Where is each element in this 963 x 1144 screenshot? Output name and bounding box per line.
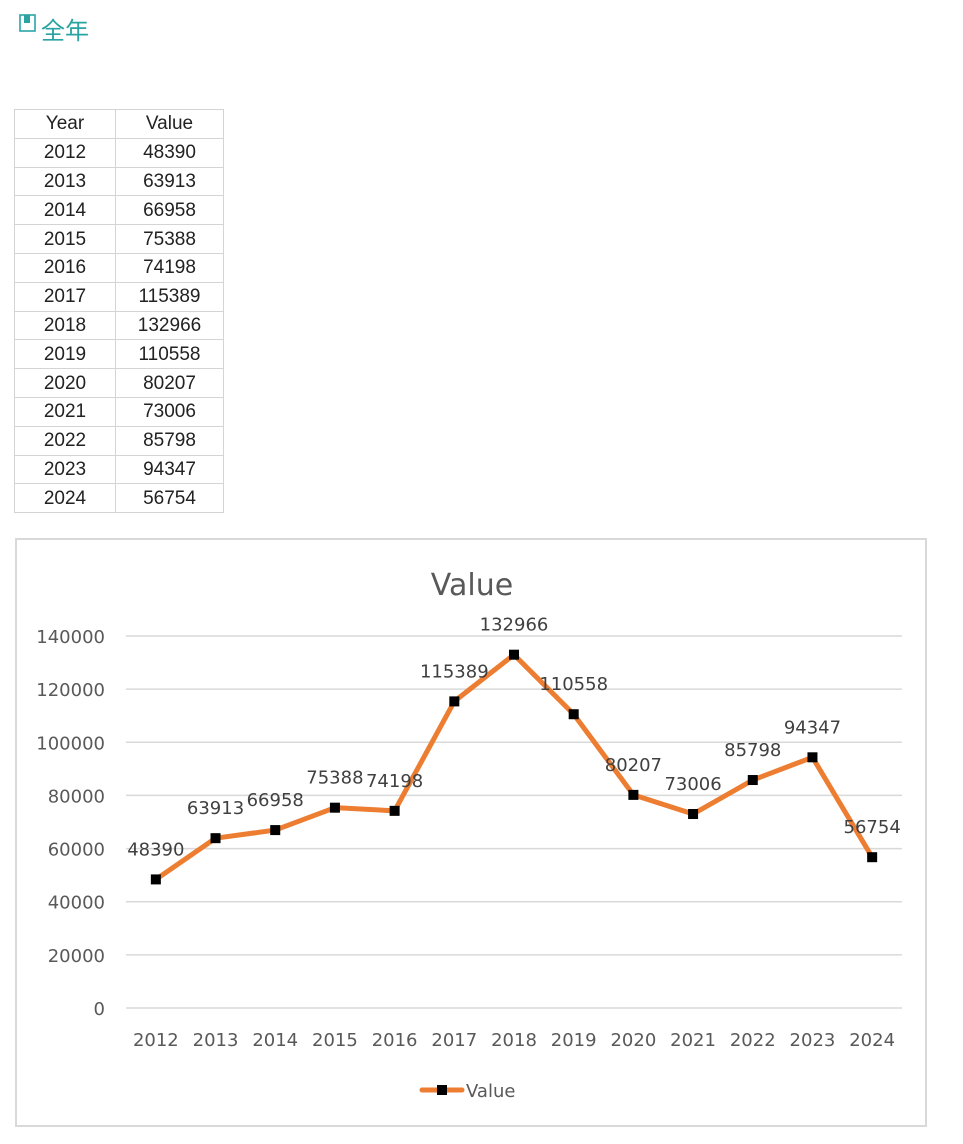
data-point (807, 752, 818, 763)
value-cell: 48390 (115, 137, 224, 168)
x-tick-label: 2020 (610, 1030, 656, 1051)
table-row: 2012 48390 (14, 137, 224, 168)
table-header-row: Year Value (14, 109, 224, 139)
data-label: 80207 (605, 755, 662, 776)
table-row: 2024 56754 (14, 483, 224, 514)
year-cell: 2016 (14, 252, 116, 283)
data-label: 48390 (127, 839, 184, 860)
table-row: 2016 74198 (14, 252, 224, 283)
value-cell: 115389 (115, 281, 224, 312)
chart-frame: Value 0 20000 40000 60000 80000 100000 120000 14… (15, 538, 927, 1127)
heading-text: 全年 (41, 16, 89, 45)
data-point (568, 709, 579, 720)
data-label: 75388 (306, 768, 363, 789)
y-tick-label: 80000 (48, 786, 105, 807)
column-header-value: Value (115, 109, 224, 139)
year-cell: 2012 (14, 137, 116, 168)
value-cell: 132966 (115, 310, 224, 341)
data-label: 132966 (480, 615, 549, 636)
column-header-year: Year (14, 109, 116, 139)
year-cell: 2023 (14, 454, 116, 485)
value-cell: 73006 (115, 396, 224, 427)
x-tick-label: 2024 (849, 1030, 895, 1051)
section-heading: 全年 (18, 12, 89, 45)
x-tick-label: 2017 (431, 1030, 477, 1051)
value-cell: 63913 (115, 166, 224, 197)
y-tick-label: 140000 (36, 627, 105, 648)
data-point (688, 809, 699, 820)
x-tick-label: 2013 (193, 1030, 239, 1051)
y-tick-label: 20000 (48, 946, 105, 967)
year-cell: 2014 (14, 195, 116, 226)
table-row: 2022 85798 (14, 425, 224, 456)
data-point (509, 649, 519, 660)
year-cell: 2017 (14, 281, 116, 312)
table-row: 2019 110558 (14, 339, 224, 370)
data-label: 94347 (784, 717, 841, 738)
x-tick-label: 2016 (372, 1030, 418, 1051)
value-cell: 85798 (115, 425, 224, 456)
y-tick-label: 60000 (48, 840, 105, 861)
value-cell: 94347 (115, 454, 224, 485)
year-cell: 2024 (14, 483, 116, 514)
table-row: 2020 80207 (14, 368, 224, 398)
year-cell: 2015 (14, 224, 116, 254)
legend-label: Value (466, 1081, 515, 1102)
data-point (449, 696, 460, 707)
table-row: 2017 115389 (14, 281, 224, 312)
data-label: 73006 (664, 774, 721, 795)
y-tick-label: 100000 (36, 733, 105, 754)
y-tick-label: 0 (94, 999, 105, 1020)
year-cell: 2022 (14, 425, 116, 456)
data-label: 63913 (187, 798, 244, 819)
data-point (389, 805, 400, 816)
data-label: 110558 (539, 674, 608, 695)
book-icon (19, 14, 36, 32)
value-cell: 56754 (115, 483, 224, 514)
data-label: 66958 (247, 790, 304, 811)
x-tick-label: 2012 (133, 1030, 179, 1051)
year-cell: 2021 (14, 396, 116, 427)
data-point (329, 802, 340, 813)
data-point (628, 789, 639, 800)
data-label: 115389 (420, 661, 489, 682)
year-cell: 2020 (14, 368, 116, 398)
table-row: 2021 73006 (14, 396, 224, 427)
legend-marker (437, 1085, 447, 1095)
data-label: 56754 (844, 817, 901, 838)
x-tick-label: 2018 (491, 1030, 537, 1051)
year-cell: 2019 (14, 339, 116, 370)
value-cell: 66958 (115, 195, 224, 226)
data-point (747, 775, 758, 786)
year-cell: 2018 (14, 310, 116, 341)
data-table: Year Value 2012 48390 2013 63913 2014 66958 20… (14, 109, 224, 514)
x-tick-label: 2015 (312, 1030, 358, 1051)
x-tick-label: 2019 (551, 1030, 597, 1051)
table-row: 2023 94347 (14, 454, 224, 485)
value-cell: 110558 (115, 339, 224, 370)
y-tick-label: 40000 (48, 893, 105, 914)
x-tick-label: 2014 (252, 1030, 298, 1051)
data-point (270, 825, 281, 836)
table-row: 2013 63913 (14, 166, 224, 197)
data-point (210, 833, 221, 844)
x-tick-label: 2022 (730, 1030, 776, 1051)
chart-title: Value (431, 568, 513, 603)
year-cell: 2013 (14, 166, 116, 197)
table-row: 2015 75388 (14, 224, 224, 254)
line-chart: Value 0 20000 40000 60000 80000 100000 120000 14… (36, 568, 902, 1102)
table-body: 2012 48390 2013 63913 2014 66958 2015 75388 2016… (14, 137, 224, 514)
y-tick-label: 120000 (36, 680, 105, 701)
data-point (150, 874, 161, 885)
table-row: 2018 132966 (14, 310, 224, 341)
x-tick-label: 2021 (670, 1030, 716, 1051)
value-cell: 74198 (115, 252, 224, 283)
value-cell: 80207 (115, 368, 224, 398)
value-cell: 75388 (115, 224, 224, 254)
data-point (867, 852, 878, 863)
data-label: 74198 (366, 771, 423, 792)
x-tick-label: 2023 (790, 1030, 836, 1051)
table-row: 2014 66958 (14, 195, 224, 226)
data-label: 85798 (724, 740, 781, 761)
